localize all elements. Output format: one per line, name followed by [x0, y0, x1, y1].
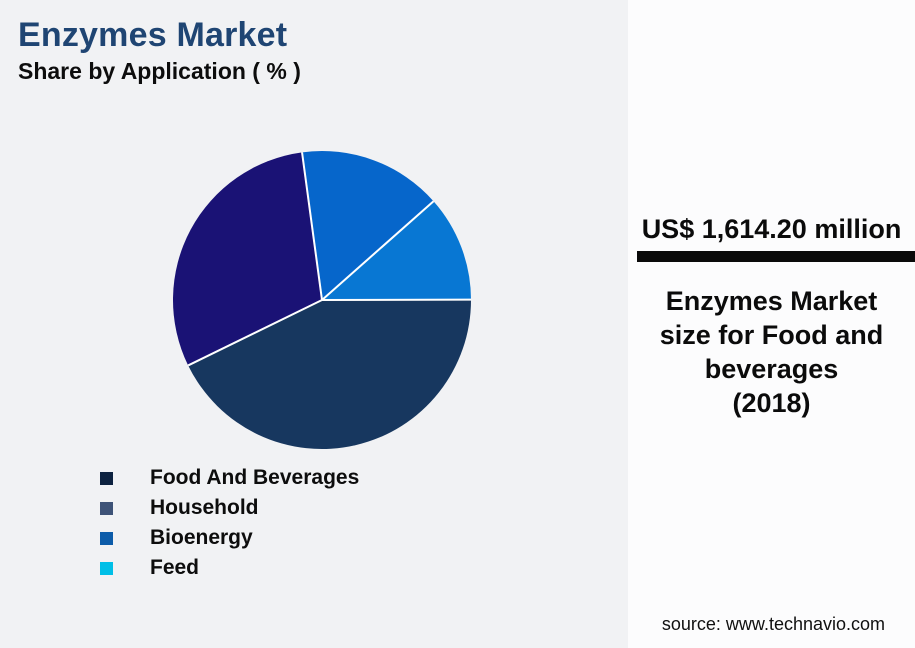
legend-label: Food And Beverages	[150, 466, 360, 489]
panel-caption-line: size for Food and	[659, 320, 884, 350]
pie-chart-svg	[172, 150, 472, 449]
pie-slice-food-and-beverages	[188, 299, 472, 449]
slice-separator	[301, 152, 323, 301]
divider-bar	[637, 251, 915, 262]
chart-legend: Food And Beverages Household Bioenergy Feed	[100, 463, 359, 583]
pie-slice-bioenergy	[302, 150, 434, 300]
legend-swatch	[100, 561, 113, 575]
slice-separator	[321, 200, 435, 301]
pie-slice-feed	[322, 201, 471, 300]
legend-swatch	[100, 501, 113, 515]
panel-caption-line: Enzymes Market	[665, 286, 878, 316]
legend-swatch	[100, 471, 113, 485]
panel-caption: Enzymes Market size for Food and beverages…	[628, 284, 915, 420]
legend-item-food-and-beverages: Food And Beverages	[100, 463, 359, 493]
page-title: Enzymes Market	[18, 16, 288, 54]
panel-caption-line: (2018)	[732, 388, 811, 418]
legend-item-feed: Feed	[100, 553, 359, 583]
source-attribution: source: www.technavio.com	[661, 614, 885, 634]
chart-subtitle: Share by Application ( % )	[18, 58, 301, 84]
pie-chart	[172, 150, 472, 450]
legend-label: Bioenergy	[150, 526, 253, 549]
panel-caption-line: beverages	[704, 354, 839, 384]
legend-swatch	[100, 531, 113, 545]
chart-area: Enzymes Market Share by Application ( % …	[18, 16, 472, 583]
slice-separator	[187, 299, 323, 367]
pie-slice-household	[172, 152, 322, 366]
legend-label: Feed	[150, 556, 200, 579]
market-size-value: US$ 1,614.20 million	[641, 214, 902, 244]
callout-panel: US$ 1,614.20 million Enzymes Market size …	[628, 0, 915, 648]
legend-label: Household	[150, 496, 259, 519]
legend-item-bioenergy: Bioenergy	[100, 523, 359, 553]
legend-item-household: Household	[100, 493, 359, 523]
